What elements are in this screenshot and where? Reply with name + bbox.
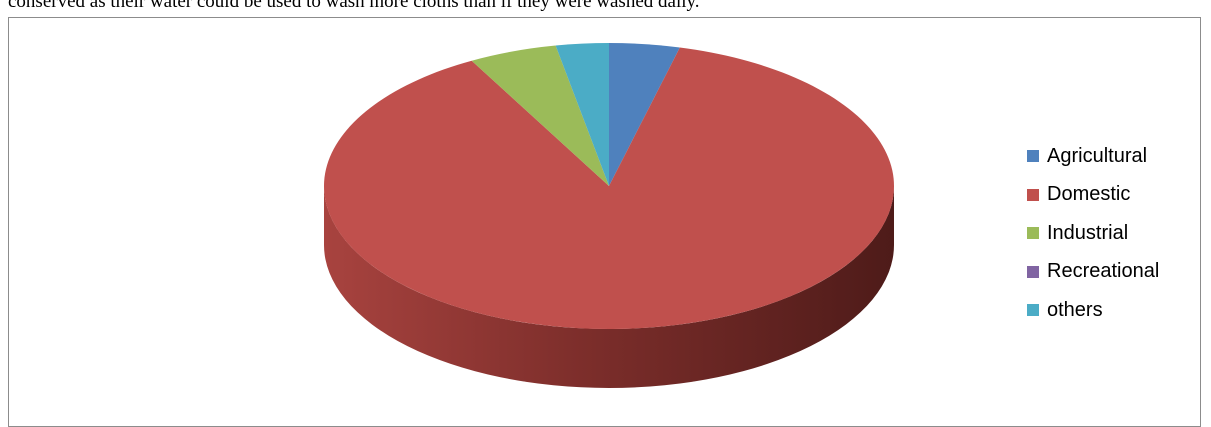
chart-legend: Agricultural Domestic Industrial Recreation… [1027, 137, 1159, 330]
legend-swatch [1027, 227, 1039, 240]
legend-item-recreational: Recreational [1027, 253, 1159, 292]
legend-swatch [1027, 150, 1039, 163]
legend-label: Domestic [1047, 183, 1131, 206]
legend-item-industrial: Industrial [1027, 214, 1159, 253]
legend-label: Agricultural [1047, 144, 1148, 167]
pie-slice-industrial [471, 45, 609, 186]
pie-slice-domestic [324, 47, 895, 330]
pie-side-wall [324, 186, 894, 388]
pie-slice-others [555, 43, 609, 186]
legend-swatch [1027, 304, 1039, 317]
pie-slice-agricultural [609, 43, 680, 186]
legend-swatch [1027, 265, 1039, 278]
legend-label: Recreational [1047, 260, 1160, 283]
legend-item-others: others [1027, 291, 1159, 330]
pie-slices [324, 43, 895, 330]
legend-item-agricultural: Agricultural [1027, 137, 1159, 176]
legend-label: others [1047, 298, 1103, 321]
pie-side-domestic [324, 186, 894, 388]
document-text-line: conserved as their water could be used t… [8, 0, 700, 12]
legend-item-domestic: Domestic [1027, 176, 1159, 215]
legend-label: Industrial [1047, 221, 1129, 244]
legend-swatch [1027, 188, 1039, 201]
pie-chart [324, 43, 895, 388]
